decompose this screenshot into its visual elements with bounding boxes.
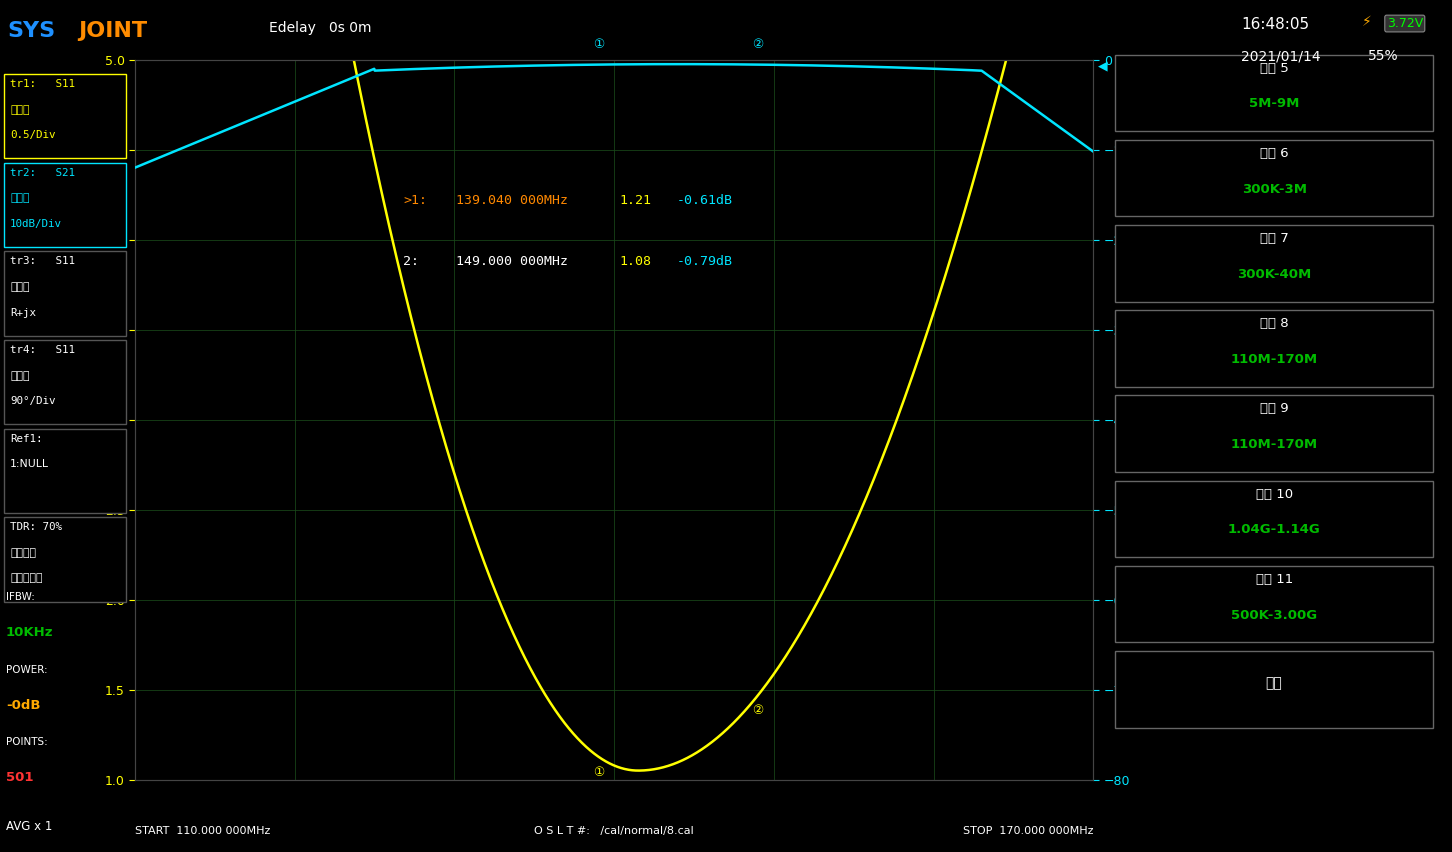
Text: 110M-170M: 110M-170M [1230, 438, 1318, 452]
Text: -0dB: -0dB [6, 699, 41, 711]
Text: ◀: ◀ [1098, 60, 1106, 72]
Text: 149.000 000MHz: 149.000 000MHz [456, 255, 568, 268]
Text: 1.08: 1.08 [619, 255, 650, 268]
Text: Edelay   0s 0m: Edelay 0s 0m [269, 21, 372, 35]
Text: AVG x 1: AVG x 1 [6, 820, 52, 833]
Text: 2:: 2: [404, 255, 420, 268]
Text: 2021/01/14: 2021/01/14 [1241, 49, 1321, 63]
Text: 窗口：正常: 窗口：正常 [10, 573, 42, 584]
Text: ①: ① [594, 38, 604, 51]
Text: 回调 7: 回调 7 [1260, 232, 1288, 245]
Text: 回调 9: 回调 9 [1260, 402, 1288, 416]
Text: 带通滤波: 带通滤波 [10, 548, 36, 558]
Text: 回调 10: 回调 10 [1256, 487, 1292, 501]
Text: TDR: 70%: TDR: 70% [10, 522, 62, 532]
Text: ①: ① [594, 766, 604, 779]
Text: POWER:: POWER: [6, 665, 48, 675]
Text: JOINT: JOINT [78, 21, 148, 41]
Text: O S L T #:   /cal/normal/8.cal: O S L T #: /cal/normal/8.cal [534, 826, 694, 836]
Text: tr1:   S11: tr1: S11 [10, 79, 76, 89]
Text: 3.72V: 3.72V [1387, 17, 1423, 30]
Text: 1.21: 1.21 [619, 193, 650, 207]
Text: 90°/Div: 90°/Div [10, 396, 55, 406]
Text: R+jx: R+jx [10, 308, 36, 318]
Text: 501: 501 [6, 771, 33, 784]
Text: 139.040 000MHz: 139.040 000MHz [456, 193, 568, 207]
Text: 回调 8: 回调 8 [1260, 317, 1288, 331]
Text: tr2:   S21: tr2: S21 [10, 168, 76, 178]
Text: Ref1:: Ref1: [10, 434, 42, 444]
Text: 16:48:05: 16:48:05 [1241, 17, 1310, 32]
Text: START  110.000 000MHz: START 110.000 000MHz [135, 826, 270, 836]
Text: 驻波比: 驻波比 [10, 105, 29, 115]
Text: 幅频图: 幅频图 [10, 193, 29, 204]
Text: 500K-3.00G: 500K-3.00G [1231, 608, 1317, 622]
Text: -0.61dB: -0.61dB [677, 193, 732, 207]
Text: 1.04G-1.14G: 1.04G-1.14G [1228, 523, 1320, 537]
Text: 5M-9M: 5M-9M [1249, 97, 1300, 111]
Text: 回调 11: 回调 11 [1256, 573, 1292, 586]
Text: 回调 5: 回调 5 [1260, 61, 1288, 75]
Text: ②: ② [752, 705, 764, 717]
Text: SYS: SYS [7, 21, 55, 41]
Text: STOP  170.000 000MHz: STOP 170.000 000MHz [963, 826, 1093, 836]
Text: 后退: 后退 [1266, 676, 1282, 690]
Text: >1:: >1: [404, 193, 427, 207]
Text: ②: ② [752, 38, 764, 51]
Text: 10KHz: 10KHz [6, 626, 54, 639]
Text: tr3:   S11: tr3: S11 [10, 256, 76, 267]
Text: 300K-40M: 300K-40M [1237, 268, 1311, 281]
Text: 55%: 55% [1368, 49, 1398, 63]
Text: tr4:   S11: tr4: S11 [10, 345, 76, 355]
Text: 1:NULL: 1:NULL [10, 459, 49, 469]
Text: 回调 6: 回调 6 [1260, 147, 1288, 160]
Text: 300K-3M: 300K-3M [1241, 182, 1307, 196]
Text: 相频图: 相频图 [10, 371, 29, 381]
Text: 10dB/Div: 10dB/Div [10, 219, 62, 229]
Text: 110M-170M: 110M-170M [1230, 353, 1318, 366]
Text: 史密斯: 史密斯 [10, 282, 29, 292]
Text: POINTS:: POINTS: [6, 737, 48, 747]
Text: -0.79dB: -0.79dB [677, 255, 732, 268]
Text: 0.5/Div: 0.5/Div [10, 130, 55, 141]
Text: ⚡: ⚡ [1362, 15, 1372, 29]
Text: IFBW:: IFBW: [6, 592, 35, 602]
